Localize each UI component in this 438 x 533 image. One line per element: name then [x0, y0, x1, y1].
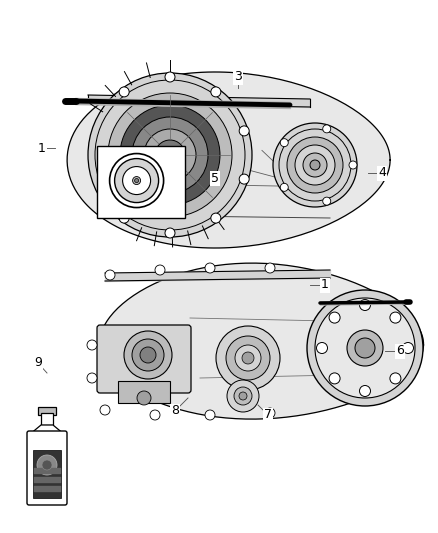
Circle shape	[144, 129, 196, 181]
Circle shape	[134, 179, 138, 183]
Circle shape	[165, 72, 175, 82]
Circle shape	[329, 312, 340, 323]
Circle shape	[287, 137, 343, 193]
Bar	[38, 407, 56, 415]
Circle shape	[239, 392, 247, 400]
Circle shape	[119, 87, 129, 97]
Text: 8: 8	[171, 405, 179, 417]
Polygon shape	[99, 263, 424, 419]
Text: 5: 5	[211, 172, 219, 184]
Circle shape	[87, 340, 97, 350]
Circle shape	[100, 405, 110, 415]
Circle shape	[205, 410, 215, 420]
Polygon shape	[67, 72, 390, 248]
Circle shape	[115, 158, 159, 203]
Circle shape	[216, 326, 280, 390]
Circle shape	[37, 455, 57, 475]
Circle shape	[349, 161, 357, 169]
Circle shape	[273, 123, 357, 207]
Text: 1: 1	[38, 141, 46, 155]
Circle shape	[227, 380, 259, 412]
Circle shape	[315, 298, 415, 398]
Circle shape	[133, 176, 141, 184]
Circle shape	[265, 263, 275, 273]
Circle shape	[317, 343, 328, 353]
Circle shape	[95, 80, 245, 230]
Circle shape	[347, 330, 383, 366]
Circle shape	[110, 154, 164, 207]
Circle shape	[310, 160, 320, 170]
Text: 7: 7	[264, 408, 272, 422]
Circle shape	[132, 339, 164, 371]
Circle shape	[239, 174, 249, 184]
FancyBboxPatch shape	[27, 431, 67, 505]
Bar	[118, 381, 170, 403]
Circle shape	[234, 387, 252, 405]
Bar	[97, 146, 185, 218]
Text: 9: 9	[34, 357, 42, 369]
Polygon shape	[29, 425, 65, 435]
Circle shape	[242, 352, 254, 364]
Bar	[41, 413, 53, 425]
Text: 4: 4	[378, 166, 386, 180]
Circle shape	[360, 300, 371, 311]
Circle shape	[119, 213, 129, 223]
Circle shape	[42, 460, 52, 470]
Circle shape	[329, 373, 340, 384]
Circle shape	[295, 145, 335, 185]
Circle shape	[323, 197, 331, 205]
Circle shape	[140, 347, 156, 363]
Circle shape	[205, 263, 215, 273]
Circle shape	[137, 391, 151, 405]
Circle shape	[403, 343, 413, 353]
Circle shape	[211, 87, 221, 97]
Circle shape	[390, 373, 401, 384]
Circle shape	[235, 345, 261, 371]
FancyBboxPatch shape	[97, 325, 191, 393]
Circle shape	[211, 213, 221, 223]
Text: 1: 1	[321, 279, 329, 292]
Circle shape	[165, 228, 175, 238]
Circle shape	[120, 105, 220, 205]
Circle shape	[279, 129, 351, 201]
Text: 3: 3	[234, 70, 242, 84]
Circle shape	[280, 139, 288, 147]
Circle shape	[132, 117, 208, 193]
Circle shape	[124, 331, 172, 379]
Circle shape	[360, 385, 371, 397]
Circle shape	[303, 153, 327, 177]
Circle shape	[265, 408, 275, 418]
Circle shape	[155, 265, 165, 275]
Circle shape	[390, 312, 401, 323]
Circle shape	[239, 126, 249, 136]
Circle shape	[323, 125, 331, 133]
Circle shape	[88, 73, 252, 237]
Circle shape	[150, 410, 160, 420]
Circle shape	[155, 140, 185, 170]
Circle shape	[108, 93, 232, 217]
Circle shape	[163, 148, 177, 162]
Circle shape	[123, 166, 151, 195]
Circle shape	[226, 336, 270, 380]
Bar	[33, 450, 61, 498]
Circle shape	[280, 183, 288, 191]
Circle shape	[355, 338, 375, 358]
Circle shape	[105, 270, 115, 280]
Circle shape	[87, 373, 97, 383]
Text: 6: 6	[396, 344, 404, 358]
Circle shape	[307, 290, 423, 406]
